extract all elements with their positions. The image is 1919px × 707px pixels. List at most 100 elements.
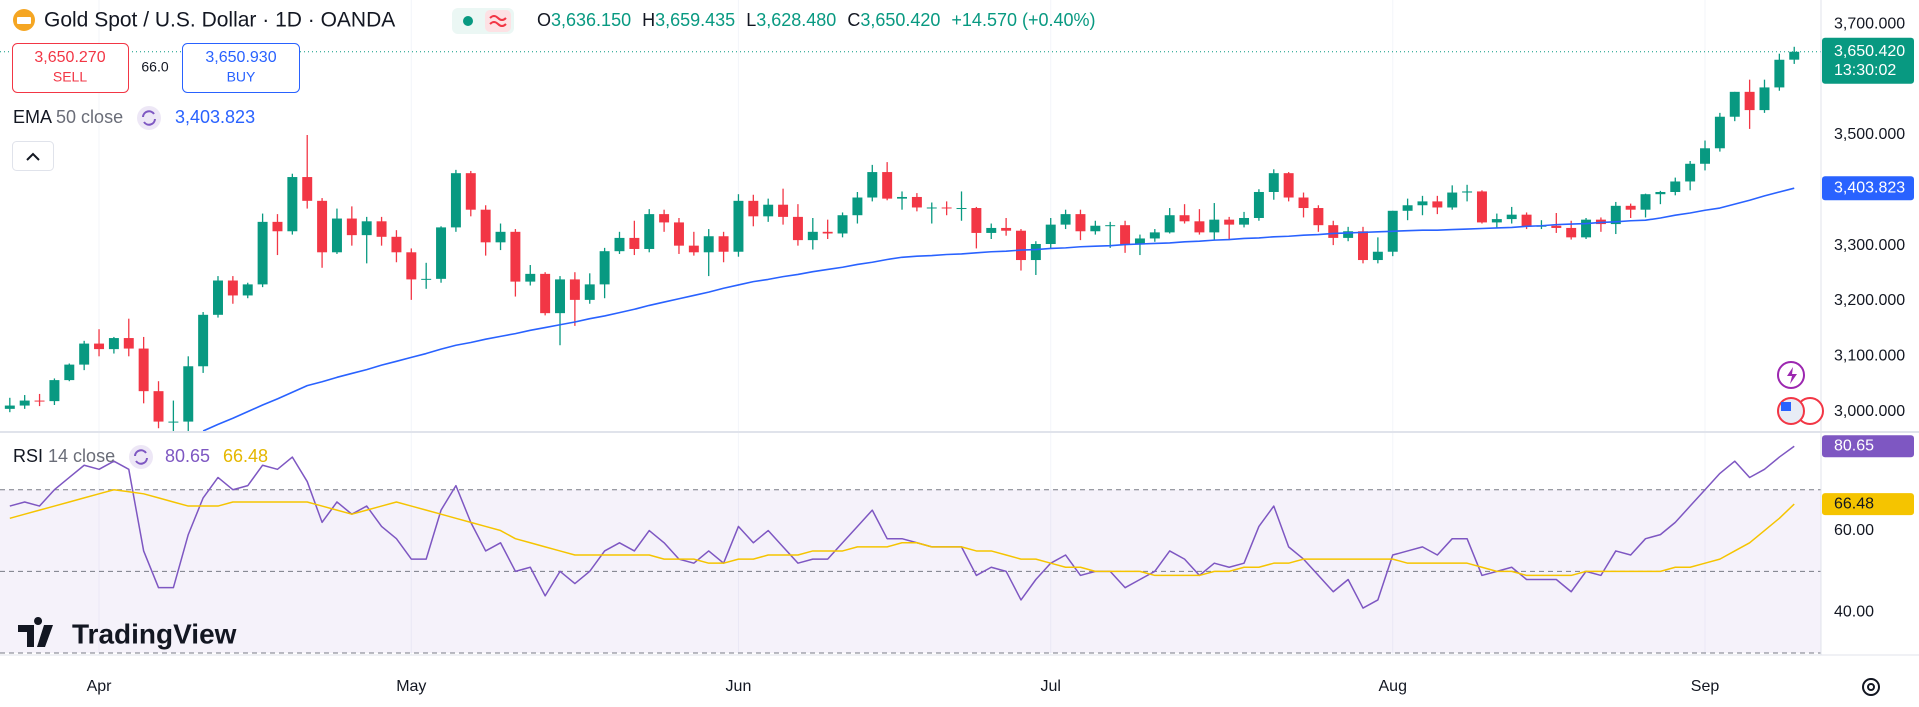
ohlc-label: O [537, 10, 551, 30]
candle-body [227, 280, 238, 296]
candle-body [94, 343, 105, 350]
candle-body [450, 173, 461, 228]
collapse-icon [26, 152, 40, 161]
candle-body [1402, 205, 1413, 211]
candle-body [1729, 91, 1740, 117]
rsi-tag [1822, 435, 1914, 458]
candle-body [510, 231, 521, 282]
x-tick-label: Jun [726, 678, 752, 695]
candle-body [1670, 181, 1681, 192]
candle-body [257, 221, 268, 285]
flag-canton [1781, 402, 1791, 411]
x-tick-label: Jul [1040, 678, 1060, 695]
candle-body [1298, 197, 1309, 209]
y-tick-label: 60.00 [1834, 522, 1874, 539]
settings-button[interactable] [1862, 678, 1880, 696]
candle-body [34, 400, 45, 402]
candle-body [19, 400, 30, 406]
candle-body [584, 284, 595, 300]
candle-body [1239, 217, 1250, 225]
ema-icon[interactable] [137, 106, 161, 130]
candle-body [569, 279, 580, 300]
candle-body [941, 207, 952, 209]
candle-body [1164, 215, 1175, 233]
ohlc-label: H [642, 10, 655, 30]
candle-body [1060, 214, 1071, 225]
candle-body [1283, 173, 1294, 198]
candle-body [302, 177, 313, 201]
candle-body [956, 208, 967, 210]
sell-button[interactable] [12, 43, 129, 93]
candle-body [64, 364, 75, 381]
sell-label: SELL [53, 69, 87, 85]
last-price-label: 3,650.420 [1834, 43, 1905, 60]
candle-body [1714, 116, 1725, 149]
candle-body [792, 216, 803, 241]
ohlc-value: 3,650.420 [860, 10, 940, 30]
plot [0, 46, 1821, 609]
y-tick-label: 40.00 [1834, 603, 1874, 620]
mode-dot [463, 16, 473, 26]
rsi-icon[interactable] [129, 445, 153, 469]
candle-body [763, 204, 774, 217]
candle-body [644, 214, 655, 249]
ema-params: 50 close [56, 107, 123, 127]
ohlc-value: 3,636.150 [551, 10, 631, 30]
rsi-tag-label: 66.48 [1834, 495, 1874, 512]
y-tick-label: 3,300.000 [1834, 237, 1905, 254]
settings-center [1867, 683, 1875, 691]
spread: 66.0 [141, 59, 168, 75]
candle-body [837, 215, 848, 234]
candle-body [168, 421, 179, 423]
candle-body [495, 231, 506, 243]
candle-body [1001, 227, 1012, 231]
candle-body [153, 391, 164, 422]
candle-body [748, 200, 759, 217]
candle-body [1253, 191, 1264, 218]
x-tick-label: Aug [1379, 678, 1407, 695]
collapse-button[interactable] [12, 141, 54, 171]
candle-body [79, 343, 90, 365]
candle-body [1120, 225, 1131, 245]
candle-body [1700, 148, 1710, 164]
candle-body [926, 207, 937, 209]
grid [0, 0, 1821, 655]
candle-body [361, 221, 372, 236]
candle-body [1268, 173, 1279, 192]
change: +14.570 (+0.40%) [951, 10, 1095, 30]
candle-body [1313, 208, 1324, 226]
candle-body [525, 273, 536, 282]
candles [4, 46, 1800, 431]
candle-body [183, 366, 194, 422]
logo-mark [18, 617, 53, 647]
y-tick-label: 3,700.000 [1834, 16, 1905, 33]
candle-body [287, 177, 298, 232]
candle-body [1521, 214, 1532, 227]
ohlc-label: C [847, 10, 860, 30]
candle-body [1476, 191, 1487, 223]
branding: TradingView [72, 618, 237, 649]
candle-body [897, 196, 908, 199]
candle-body [123, 338, 134, 349]
candle-body [346, 218, 357, 236]
candle-body [436, 227, 447, 279]
rsi-value: 80.65 [165, 446, 210, 466]
candle-body [1640, 194, 1651, 210]
candle-body [807, 231, 818, 241]
candle-body [852, 197, 863, 216]
ema-line [202, 187, 1795, 431]
candle-body [1566, 227, 1577, 238]
candle-body [1179, 215, 1190, 222]
ema-icon-arrows [142, 110, 156, 126]
candle-body [138, 348, 149, 392]
candle-body [778, 204, 789, 217]
candle-body [1045, 224, 1056, 244]
mode-wave-icon [489, 15, 507, 27]
rsi-tag-label: 80.65 [1834, 437, 1874, 454]
candle-body [1209, 219, 1220, 233]
candle-body [376, 221, 387, 237]
candle-body [1759, 87, 1770, 111]
buy-button[interactable] [182, 43, 300, 93]
